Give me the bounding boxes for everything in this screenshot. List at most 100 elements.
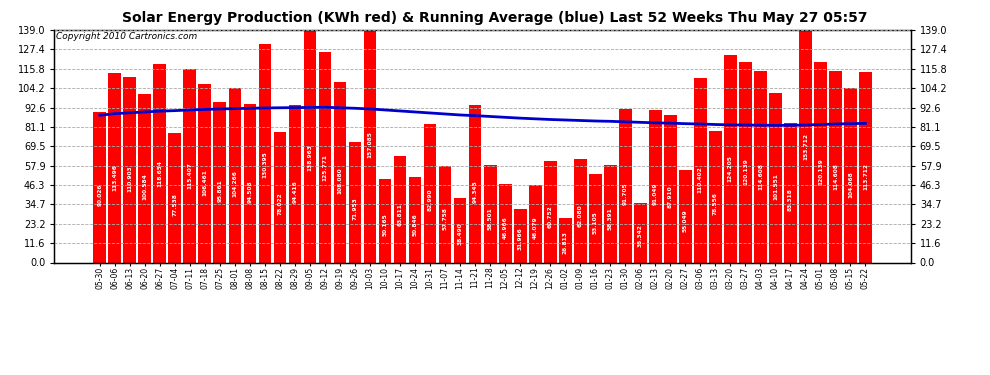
Bar <box>214 102 227 262</box>
Text: Copyright 2010 Cartronics.com: Copyright 2010 Cartronics.com <box>56 32 197 41</box>
Bar <box>829 71 842 262</box>
Bar <box>453 198 466 262</box>
Bar <box>558 217 571 262</box>
Text: 125.771: 125.771 <box>323 154 328 182</box>
Text: 100.584: 100.584 <box>143 173 148 200</box>
Bar <box>769 93 782 262</box>
Bar <box>529 185 542 262</box>
Text: 94.345: 94.345 <box>472 180 477 203</box>
Bar <box>754 71 767 262</box>
Text: 78.556: 78.556 <box>713 192 718 215</box>
Bar <box>664 116 677 262</box>
Bar <box>124 77 137 262</box>
Text: 124.205: 124.205 <box>728 156 733 183</box>
Bar <box>544 161 556 262</box>
Text: 114.608: 114.608 <box>758 163 763 190</box>
Bar <box>739 62 751 262</box>
Bar <box>619 109 632 262</box>
Bar <box>319 52 332 262</box>
Text: 110.903: 110.903 <box>128 166 133 192</box>
Text: 53.105: 53.105 <box>593 211 598 234</box>
Bar <box>229 88 242 262</box>
Text: 60.752: 60.752 <box>547 206 552 228</box>
Text: 108.080: 108.080 <box>338 168 343 195</box>
Text: 35.342: 35.342 <box>638 225 643 248</box>
Text: 62.080: 62.080 <box>578 204 583 227</box>
Bar <box>394 156 407 262</box>
Text: 50.165: 50.165 <box>382 213 387 236</box>
Text: 95.861: 95.861 <box>218 179 223 202</box>
Bar <box>258 44 271 262</box>
Text: 153.712: 153.712 <box>803 133 808 160</box>
Text: 138.963: 138.963 <box>308 144 313 171</box>
Bar <box>514 209 527 262</box>
Bar <box>499 184 512 262</box>
Text: 91.049: 91.049 <box>652 183 657 205</box>
Bar <box>168 133 181 262</box>
Bar <box>153 64 166 262</box>
Bar <box>378 178 391 262</box>
Text: 63.811: 63.811 <box>398 203 403 226</box>
Bar <box>439 166 451 262</box>
Bar <box>859 72 872 262</box>
Bar <box>709 131 722 262</box>
Text: 94.416: 94.416 <box>292 180 297 203</box>
Text: 113.496: 113.496 <box>112 164 117 190</box>
Text: 55.049: 55.049 <box>683 210 688 232</box>
Text: 120.139: 120.139 <box>818 159 823 186</box>
Bar <box>139 94 151 262</box>
Text: 106.461: 106.461 <box>202 169 207 196</box>
Text: 157.085: 157.085 <box>367 131 372 158</box>
Text: 31.966: 31.966 <box>518 227 523 250</box>
Bar <box>844 88 857 262</box>
Bar <box>304 30 317 262</box>
Text: 130.395: 130.395 <box>262 151 267 178</box>
Text: 115.407: 115.407 <box>187 162 192 189</box>
Bar <box>93 112 106 262</box>
Text: 46.966: 46.966 <box>503 216 508 238</box>
Bar <box>468 105 481 262</box>
Text: 71.953: 71.953 <box>352 197 357 220</box>
Text: 58.391: 58.391 <box>608 207 613 230</box>
Text: 26.813: 26.813 <box>562 231 567 254</box>
Bar <box>183 69 196 262</box>
Text: 57.758: 57.758 <box>443 208 447 231</box>
Text: 104.068: 104.068 <box>848 171 853 198</box>
Text: 46.079: 46.079 <box>533 216 538 239</box>
Text: 104.266: 104.266 <box>233 171 238 198</box>
Bar <box>288 105 301 262</box>
Bar <box>574 159 587 262</box>
Bar <box>363 0 376 262</box>
Bar <box>724 55 737 262</box>
Text: 82.990: 82.990 <box>428 189 433 211</box>
Text: Solar Energy Production (KWh red) & Running Average (blue) Last 52 Weeks Thu May: Solar Energy Production (KWh red) & Runn… <box>122 11 868 25</box>
Text: 90.026: 90.026 <box>97 183 102 206</box>
Bar <box>108 73 121 262</box>
Bar <box>784 123 797 262</box>
Text: 83.318: 83.318 <box>788 188 793 211</box>
Bar <box>244 104 256 262</box>
Bar <box>814 62 827 262</box>
Bar <box>634 203 646 262</box>
Text: 110.402: 110.402 <box>698 166 703 193</box>
Text: 58.501: 58.501 <box>488 207 493 230</box>
Bar <box>648 110 661 262</box>
Bar <box>198 84 211 262</box>
Bar <box>424 124 437 262</box>
Text: 113.712: 113.712 <box>863 164 868 190</box>
Bar <box>679 170 692 262</box>
Text: 91.705: 91.705 <box>623 182 628 205</box>
Text: 87.910: 87.910 <box>668 185 673 208</box>
Text: 94.508: 94.508 <box>248 180 252 203</box>
Bar <box>409 177 422 262</box>
Text: 78.022: 78.022 <box>277 192 282 215</box>
Bar <box>484 165 497 262</box>
Text: 120.139: 120.139 <box>742 159 747 186</box>
Text: 77.538: 77.538 <box>172 193 177 216</box>
Text: 38.490: 38.490 <box>457 222 462 245</box>
Bar <box>273 132 286 262</box>
Bar <box>334 82 346 262</box>
Text: 50.846: 50.846 <box>413 213 418 236</box>
Bar <box>348 142 361 262</box>
Bar <box>799 5 812 262</box>
